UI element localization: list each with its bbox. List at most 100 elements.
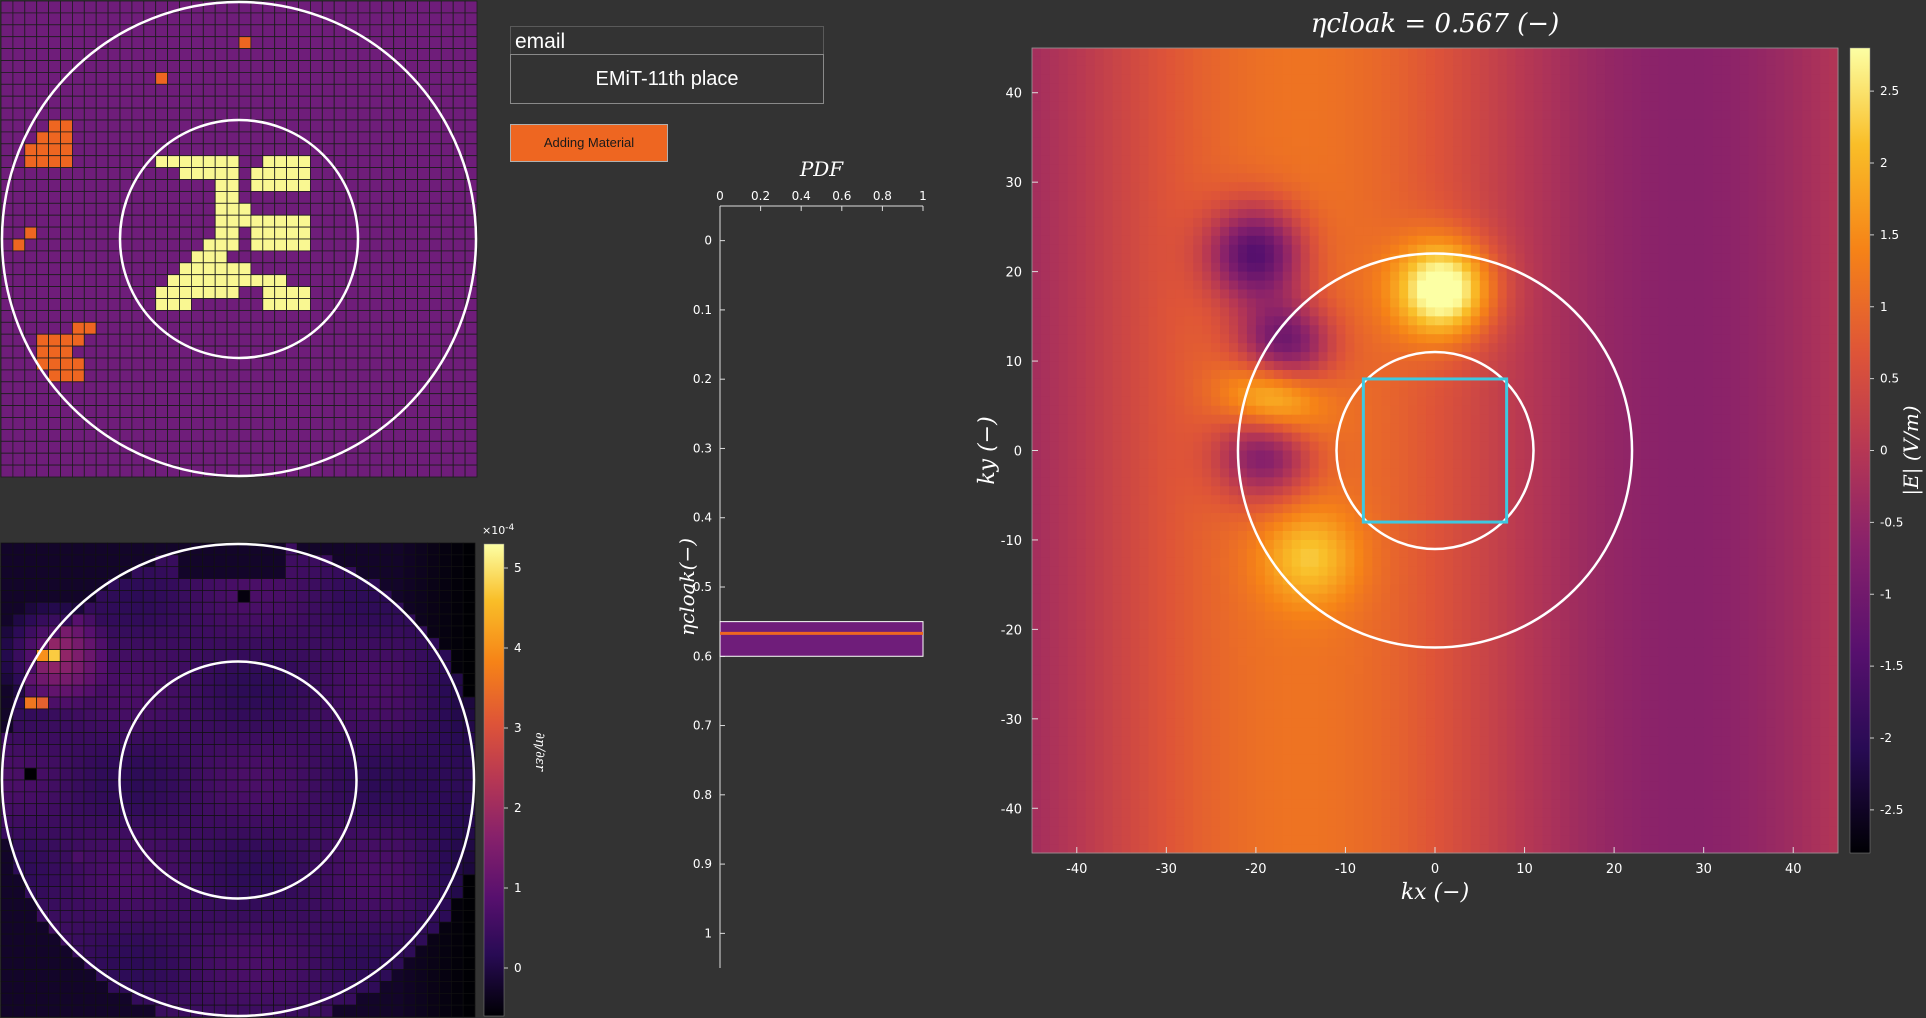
- design-cell: [143, 107, 157, 121]
- sensitivity-cell: [12, 945, 26, 959]
- sensitivity-cell: [249, 791, 263, 805]
- field-cell: [1211, 137, 1221, 147]
- sensitivity-cell: [107, 850, 120, 864]
- design-cell: [72, 369, 85, 383]
- field-cell: [1417, 48, 1427, 58]
- field-cell: [1157, 65, 1167, 76]
- design-cell: [333, 226, 347, 240]
- field-cell: [1757, 182, 1767, 192]
- design-cell: [155, 464, 168, 478]
- field-cell: [1694, 110, 1705, 121]
- field-cell: [1676, 119, 1687, 129]
- sensitivity-cell: [249, 803, 263, 816]
- design-cell: [60, 167, 73, 180]
- field-cell: [1596, 155, 1606, 165]
- sensitivity-cell: [332, 898, 345, 911]
- sensitivity-cell: [166, 755, 180, 769]
- design-cell: [286, 298, 299, 311]
- field-cell: [1623, 182, 1633, 192]
- sensitivity-cell: [273, 957, 286, 970]
- design-cell: [202, 298, 216, 311]
- sensitivity-cell: [296, 590, 310, 603]
- design-cell: [262, 214, 276, 228]
- design-cell: [393, 464, 407, 478]
- design-cell: [369, 107, 383, 121]
- sensitivity-cell: [237, 578, 251, 591]
- sensitivity-cell: [379, 744, 393, 757]
- sensitivity-cell: [308, 1004, 322, 1018]
- field-cell: [1479, 191, 1490, 201]
- design-cell: [345, 357, 359, 371]
- sensitivity-cell: [427, 590, 440, 603]
- sensitivity-cell: [119, 708, 132, 722]
- field-cell: [1175, 173, 1185, 183]
- sensitivity-cell: [12, 637, 26, 651]
- field-cell: [1667, 119, 1678, 129]
- adding-material-button[interactable]: Adding Material: [510, 124, 668, 162]
- design-cell: [428, 321, 442, 335]
- design-cell: [190, 107, 204, 121]
- field-cell: [1488, 146, 1499, 156]
- design-cell: [190, 357, 204, 371]
- design-cell: [345, 369, 359, 383]
- field-cell: [1488, 209, 1499, 219]
- design-cell: [417, 72, 430, 85]
- field-cell: [1640, 101, 1651, 112]
- field-cell: [1829, 48, 1839, 58]
- design-cell: [167, 250, 180, 264]
- field-cell: [1417, 128, 1427, 138]
- design-cell: [167, 381, 180, 395]
- field-cell: [1676, 48, 1687, 58]
- field-map: -40 -30 -20 -10 0 10 20 30 40403020100-10-20-30-…: [975, 9, 1924, 905]
- sensitivity-cell: [249, 732, 263, 745]
- field-cell: [1614, 92, 1624, 103]
- design-cell: [60, 286, 73, 299]
- field-cell: [1605, 101, 1615, 112]
- field-cell: [1739, 200, 1749, 210]
- field-cell: [1345, 182, 1355, 192]
- sensitivity-cell: [36, 755, 49, 769]
- email-field[interactable]: email: [510, 26, 824, 55]
- sensitivity-cell: [95, 803, 109, 816]
- sensitivity-cell: [178, 850, 191, 864]
- design-cell: [190, 155, 204, 168]
- sensitivity-cell: [95, 601, 109, 615]
- sensitivity-cell: [190, 744, 203, 757]
- design-grid[interactable]: [0, 0, 478, 478]
- design-cell: [321, 274, 335, 288]
- field-cell: [1730, 65, 1740, 76]
- design-cell: [24, 190, 38, 204]
- sensitivity-cell: [403, 850, 417, 864]
- sensitivity-cell: [48, 827, 61, 840]
- field-cell: [1175, 119, 1185, 129]
- design-cell: [214, 143, 228, 157]
- field-cell: [1461, 146, 1472, 156]
- field-cell: [1775, 83, 1785, 94]
- team-text-field[interactable]: EMiT-11th place: [510, 54, 824, 104]
- field-cell: [1820, 119, 1830, 129]
- field-cell: [1658, 164, 1669, 174]
- design-cell: [72, 179, 85, 192]
- field-cell: [1300, 128, 1311, 138]
- sensitivity-cell: [368, 933, 381, 947]
- sensitivity-cell: [368, 673, 381, 686]
- design-cell: [428, 155, 442, 168]
- sensitivity-cell: [213, 850, 227, 864]
- field-cell: [1237, 200, 1248, 210]
- sensitivity-cell: [24, 684, 37, 698]
- design-cell: [226, 107, 240, 121]
- field-cell: [1220, 146, 1230, 156]
- field-cell: [1103, 137, 1114, 147]
- design-cell: [143, 369, 157, 383]
- sensitivity-cell: [95, 554, 109, 568]
- field-cell: [1309, 128, 1320, 138]
- design-cell: [428, 309, 442, 323]
- sensitivity-cell: [95, 898, 109, 911]
- sensitivity-cell: [308, 744, 322, 757]
- field-cell: [1721, 56, 1732, 67]
- field-cell: [1506, 56, 1517, 67]
- design-cell: [24, 214, 38, 228]
- sensitivity-cell: [213, 601, 227, 615]
- design-cell: [60, 274, 73, 288]
- field-cell: [1506, 110, 1517, 121]
